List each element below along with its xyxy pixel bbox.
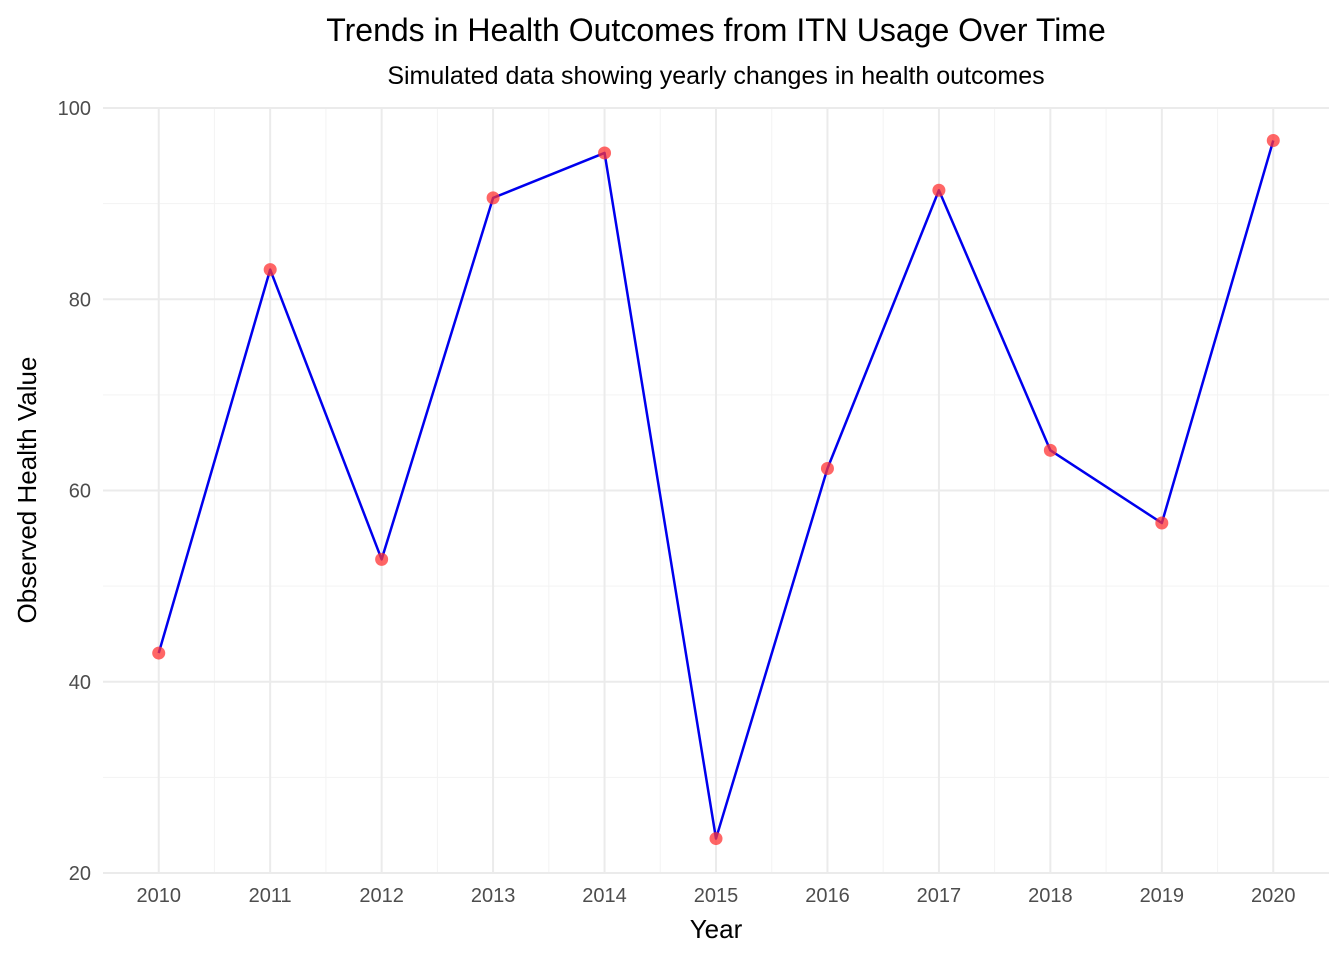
x-tick-label: 2017 bbox=[917, 885, 962, 907]
chart-title: Trends in Health Outcomes from ITN Usage… bbox=[326, 12, 1106, 48]
y-tick-label: 40 bbox=[69, 672, 91, 694]
x-tick-label: 2016 bbox=[805, 885, 850, 907]
x-tick-label: 2019 bbox=[1140, 885, 1185, 907]
x-axis-title: Year bbox=[690, 914, 743, 944]
x-tick-label: 2018 bbox=[1028, 885, 1073, 907]
x-tick-label: 2011 bbox=[249, 885, 292, 907]
data-point bbox=[932, 183, 946, 197]
x-tick-label: 2014 bbox=[582, 885, 627, 907]
y-tick-label: 80 bbox=[69, 289, 91, 311]
data-points bbox=[152, 134, 1280, 846]
x-tick-label: 2012 bbox=[359, 885, 404, 907]
data-point bbox=[1043, 443, 1057, 457]
x-axis-tick-labels: 2010 2011 2012 2013 2014 2015 2016 2017 2018 2019… bbox=[136, 885, 1295, 907]
data-point bbox=[709, 832, 723, 846]
data-point bbox=[486, 191, 500, 205]
data-point bbox=[375, 552, 389, 566]
data-point bbox=[1266, 134, 1280, 148]
x-tick-label: 2013 bbox=[471, 885, 516, 907]
y-axis-title: Observed Health Value bbox=[12, 357, 42, 624]
y-tick-label: 20 bbox=[69, 863, 91, 885]
x-tick-label: 2015 bbox=[694, 885, 739, 907]
data-point bbox=[598, 146, 612, 160]
data-point bbox=[263, 263, 277, 277]
y-tick-label: 60 bbox=[69, 481, 91, 503]
x-tick-label: 2020 bbox=[1251, 885, 1296, 907]
data-point bbox=[1155, 516, 1169, 530]
chart-subtitle: Simulated data showing yearly changes in… bbox=[387, 62, 1044, 90]
y-tick-label: 100 bbox=[58, 98, 91, 120]
y-axis-tick-labels: 20 40 60 80 100 bbox=[58, 98, 91, 885]
x-tick-label: 2010 bbox=[136, 885, 181, 907]
major-gridlines bbox=[103, 107, 1329, 874]
data-point bbox=[152, 646, 166, 660]
data-point bbox=[820, 462, 834, 476]
